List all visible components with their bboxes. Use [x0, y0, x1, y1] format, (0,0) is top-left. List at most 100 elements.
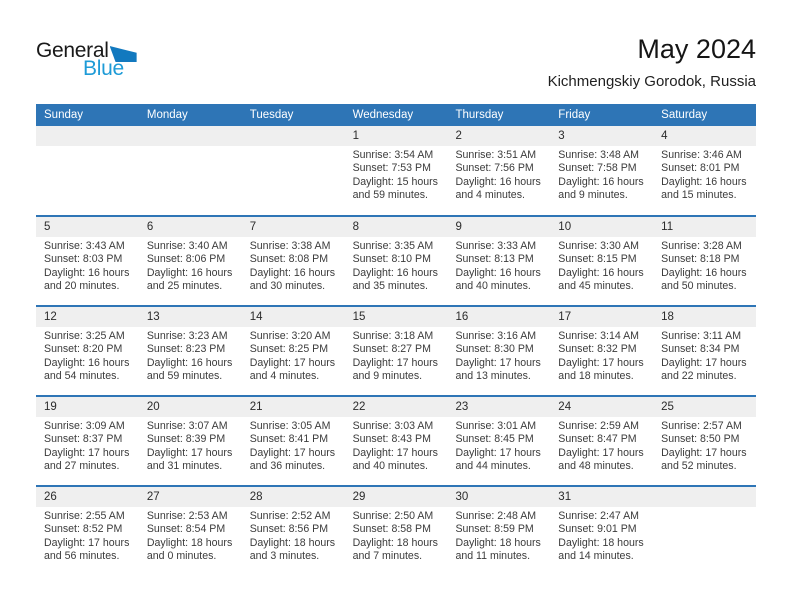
sun-times-text: Sunrise: 3:48 AM Sunset: 7:58 PM Dayligh…	[558, 149, 644, 202]
day-number: 3	[550, 126, 654, 146]
day-number: 20	[138, 397, 242, 417]
sun-times-text: Sunrise: 2:52 AM Sunset: 8:56 PM Dayligh…	[249, 510, 336, 563]
day-cell-19: 19 Sunrise: 3:09 AM Sunset: 8:37 PM Dayli…	[36, 397, 139, 485]
day-cell-26: 26 Sunrise: 2:55 AM Sunset: 8:52 PM Dayli…	[36, 487, 139, 575]
sun-times-text: Sunrise: 2:53 AM Sunset: 8:54 PM Dayligh…	[146, 510, 233, 563]
day-cell-14: 14 Sunrise: 3:20 AM Sunset: 8:25 PM Dayli…	[241, 307, 345, 395]
day-cell-7: 7 Sunrise: 3:38 AM Sunset: 8:08 PM Daylig…	[241, 217, 345, 305]
general-blue-logo: General Blue	[36, 40, 137, 79]
day-cell-16: 16 Sunrise: 3:16 AM Sunset: 8:30 PM Dayli…	[447, 307, 551, 395]
sun-times-text: Sunrise: 3:16 AM Sunset: 8:30 PM Dayligh…	[455, 330, 541, 383]
sun-times-text: Sunrise: 2:55 AM Sunset: 8:52 PM Dayligh…	[44, 510, 130, 563]
empty-day-cell	[241, 126, 345, 215]
day-cell-27: 27 Sunrise: 2:53 AM Sunset: 8:54 PM Dayli…	[138, 487, 242, 575]
logo-text-blue: Blue	[83, 57, 124, 80]
sun-times-text: Sunrise: 3:14 AM Sunset: 8:32 PM Dayligh…	[558, 330, 644, 383]
day-number: 14	[241, 307, 345, 327]
day-number: 19	[36, 397, 139, 417]
sun-times-text: Sunrise: 3:33 AM Sunset: 8:13 PM Dayligh…	[455, 240, 541, 293]
day-cell-10: 10 Sunrise: 3:30 AM Sunset: 8:15 PM Dayli…	[550, 217, 654, 305]
weekday-header-row: Sunday Monday Tuesday Wednesday Thursday Frid…	[36, 104, 756, 126]
day-cell-20: 20 Sunrise: 3:07 AM Sunset: 8:39 PM Dayli…	[138, 397, 242, 485]
sun-times-text: Sunrise: 3:43 AM Sunset: 8:03 PM Dayligh…	[44, 240, 130, 293]
day-cell-15: 15 Sunrise: 3:18 AM Sunset: 8:27 PM Dayli…	[344, 307, 448, 395]
page-title: May 2024	[637, 34, 756, 64]
day-cell-18: 18 Sunrise: 3:11 AM Sunset: 8:34 PM Dayli…	[653, 307, 757, 395]
weekday-header-friday: Friday	[558, 109, 591, 121]
sun-times-text: Sunrise: 3:28 AM Sunset: 8:18 PM Dayligh…	[661, 240, 747, 293]
day-number	[36, 126, 139, 146]
sun-times-text: Sunrise: 3:23 AM Sunset: 8:23 PM Dayligh…	[146, 330, 233, 383]
day-number: 2	[447, 126, 551, 146]
sun-times-text: Sunrise: 3:51 AM Sunset: 7:56 PM Dayligh…	[455, 149, 541, 202]
day-number: 28	[241, 487, 345, 507]
logo-row: General	[36, 39, 137, 62]
sun-times-text: Sunrise: 3:09 AM Sunset: 8:37 PM Dayligh…	[44, 420, 130, 473]
sun-times-text: Sunrise: 3:35 AM Sunset: 8:10 PM Dayligh…	[352, 240, 438, 293]
day-cell-25: 25 Sunrise: 2:57 AM Sunset: 8:50 PM Dayli…	[653, 397, 757, 485]
week-row: 26 Sunrise: 2:55 AM Sunset: 8:52 PM Dayli…	[36, 485, 757, 575]
logo-text-general: General	[36, 39, 109, 62]
day-number: 21	[241, 397, 345, 417]
day-cell-29: 29 Sunrise: 2:50 AM Sunset: 8:58 PM Dayli…	[344, 487, 448, 575]
day-cell-11: 11 Sunrise: 3:28 AM Sunset: 8:18 PM Dayli…	[653, 217, 757, 305]
sun-times-text: Sunrise: 2:57 AM Sunset: 8:50 PM Dayligh…	[661, 420, 747, 473]
sun-times-text: Sunrise: 3:40 AM Sunset: 8:06 PM Dayligh…	[146, 240, 233, 293]
day-number: 4	[653, 126, 757, 146]
day-number: 23	[447, 397, 551, 417]
weekday-header-saturday: Saturday	[661, 109, 708, 121]
day-number	[241, 126, 345, 146]
week-row: 5 Sunrise: 3:43 AM Sunset: 8:03 PM Daylig…	[36, 215, 757, 305]
day-number: 12	[36, 307, 139, 327]
sun-times-text: Sunrise: 3:25 AM Sunset: 8:20 PM Dayligh…	[44, 330, 130, 383]
empty-day-cell	[653, 487, 757, 575]
day-number: 24	[550, 397, 654, 417]
calendar-table: Sunday Monday Tuesday Wednesday Thursday Frid…	[36, 104, 757, 575]
weekday-header-sunday: Sunday	[44, 109, 84, 121]
day-number: 22	[344, 397, 448, 417]
sun-times-text: Sunrise: 2:50 AM Sunset: 8:58 PM Dayligh…	[352, 510, 438, 563]
empty-day-cell	[138, 126, 242, 215]
sun-times-text: Sunrise: 3:18 AM Sunset: 8:27 PM Dayligh…	[352, 330, 438, 383]
day-cell-31: 31 Sunrise: 2:47 AM Sunset: 9:01 PM Dayli…	[550, 487, 654, 575]
day-number: 8	[344, 217, 448, 237]
sun-times-text: Sunrise: 3:20 AM Sunset: 8:25 PM Dayligh…	[249, 330, 336, 383]
day-number: 30	[447, 487, 551, 507]
day-cell-3: 3 Sunrise: 3:48 AM Sunset: 7:58 PM Daylig…	[550, 126, 654, 215]
title-block: May 2024 Kichmengskiy Gorodok, Russia	[548, 34, 756, 90]
day-number: 15	[344, 307, 448, 327]
day-number: 18	[653, 307, 757, 327]
day-number: 29	[344, 487, 448, 507]
weekday-header-wednesday: Wednesday	[352, 109, 414, 121]
day-number: 17	[550, 307, 654, 327]
day-number: 31	[550, 487, 654, 507]
day-number: 26	[36, 487, 139, 507]
day-number: 7	[241, 217, 345, 237]
week-row: 19 Sunrise: 3:09 AM Sunset: 8:37 PM Dayli…	[36, 395, 757, 485]
day-number: 9	[447, 217, 551, 237]
day-cell-9: 9 Sunrise: 3:33 AM Sunset: 8:13 PM Daylig…	[447, 217, 551, 305]
sun-times-text: Sunrise: 3:05 AM Sunset: 8:41 PM Dayligh…	[249, 420, 336, 473]
day-number: 16	[447, 307, 551, 327]
week-row: 12 Sunrise: 3:25 AM Sunset: 8:20 PM Dayli…	[36, 305, 757, 395]
day-cell-24: 24 Sunrise: 2:59 AM Sunset: 8:47 PM Dayli…	[550, 397, 654, 485]
day-cell-23: 23 Sunrise: 3:01 AM Sunset: 8:45 PM Dayli…	[447, 397, 551, 485]
day-cell-17: 17 Sunrise: 3:14 AM Sunset: 8:32 PM Dayli…	[550, 307, 654, 395]
sun-times-text: Sunrise: 2:48 AM Sunset: 8:59 PM Dayligh…	[455, 510, 541, 563]
day-cell-22: 22 Sunrise: 3:03 AM Sunset: 8:43 PM Dayli…	[344, 397, 448, 485]
day-number: 27	[138, 487, 242, 507]
day-cell-4: 4 Sunrise: 3:46 AM Sunset: 8:01 PM Daylig…	[653, 126, 757, 215]
day-number: 6	[138, 217, 242, 237]
weekday-header-monday: Monday	[146, 109, 188, 121]
day-number: 1	[344, 126, 448, 146]
day-number: 13	[138, 307, 242, 327]
day-cell-30: 30 Sunrise: 2:48 AM Sunset: 8:59 PM Dayli…	[447, 487, 551, 575]
sun-times-text: Sunrise: 3:07 AM Sunset: 8:39 PM Dayligh…	[146, 420, 233, 473]
day-cell-21: 21 Sunrise: 3:05 AM Sunset: 8:41 PM Dayli…	[241, 397, 345, 485]
calendar-body: 1 Sunrise: 3:54 AM Sunset: 7:53 PM Daylig…	[36, 126, 757, 575]
day-cell-2: 2 Sunrise: 3:51 AM Sunset: 7:56 PM Daylig…	[447, 126, 551, 215]
day-number	[653, 487, 757, 507]
sun-times-text: Sunrise: 2:47 AM Sunset: 9:01 PM Dayligh…	[558, 510, 644, 563]
sun-times-text: Sunrise: 3:46 AM Sunset: 8:01 PM Dayligh…	[661, 149, 747, 202]
sun-times-text: Sunrise: 3:30 AM Sunset: 8:15 PM Dayligh…	[558, 240, 644, 293]
